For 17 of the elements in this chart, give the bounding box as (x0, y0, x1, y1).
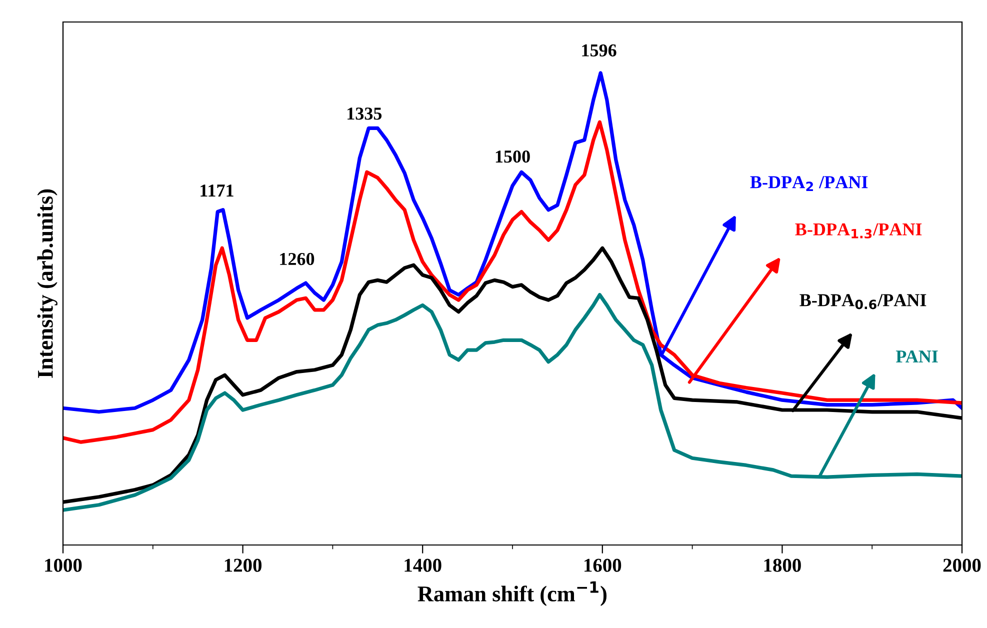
x-tick-label: 2000 (943, 558, 981, 572)
x-tick-label: 1200 (224, 558, 262, 572)
text: PANI (896, 350, 938, 362)
annotation: 1260 (280, 252, 314, 266)
x-tick-label: 1400 (404, 558, 442, 572)
x-tick-label: 1600 (584, 558, 622, 572)
text: B-DPA$_{1.3}$/PANI (795, 223, 922, 238)
x-tick-label: 1000 (45, 558, 82, 572)
annotation: 1596 (582, 44, 616, 56)
annotation: 1335 (348, 108, 382, 120)
annotation: 1171 (200, 184, 234, 196)
annotation: 1500 (496, 150, 530, 163)
text: B-DPA$_{0.6}$/PANI (800, 294, 926, 310)
x-axis-title: Raman shift (cm$^{−1}$) (418, 581, 606, 606)
y-axis-title: Intensity (arb.units) (37, 189, 58, 378)
text: B-DPA$_{2}$ /PANI (750, 176, 868, 192)
x-tick-label: 1800 (764, 558, 801, 572)
